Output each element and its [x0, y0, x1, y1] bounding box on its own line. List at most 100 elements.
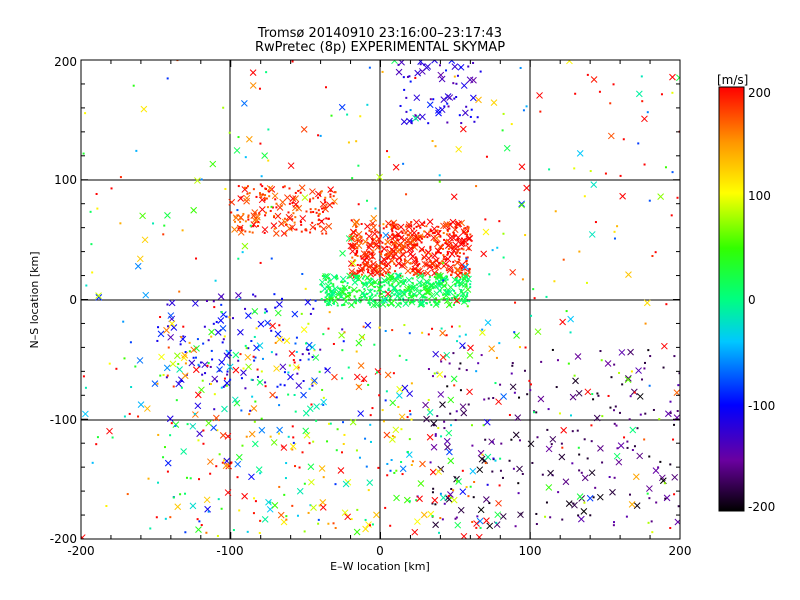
data-point-dot — [448, 362, 451, 365]
data-point-dot — [292, 212, 295, 215]
data-point-dot — [384, 291, 387, 294]
data-point-dot — [404, 232, 407, 235]
data-point-x — [411, 528, 419, 536]
data-point-dot — [324, 367, 327, 370]
data-point-x — [370, 223, 378, 231]
data-point-dot — [590, 440, 593, 443]
data-point-x — [318, 218, 325, 225]
data-point-dot — [439, 289, 442, 292]
data-point-dot — [410, 300, 413, 303]
data-point-dot — [252, 225, 255, 228]
data-point-dot — [463, 268, 466, 271]
data-point-dot — [526, 393, 529, 396]
data-point-dot — [403, 288, 406, 291]
data-point-x — [643, 299, 651, 307]
data-point-x — [158, 353, 165, 361]
data-point-dot — [297, 366, 300, 369]
data-point-dot — [282, 186, 285, 189]
data-point-dot — [259, 183, 262, 186]
data-point-x — [349, 247, 356, 255]
data-point-dot — [429, 228, 432, 231]
data-point-x — [388, 257, 396, 265]
data-point-x — [435, 229, 442, 237]
data-point-dot — [404, 278, 407, 281]
data-point-dot — [469, 286, 472, 289]
data-point-dot — [530, 314, 533, 317]
data-point-x — [392, 276, 400, 284]
data-point-x — [652, 467, 660, 474]
data-point-x — [596, 493, 604, 501]
data-point-x — [258, 206, 266, 213]
data-point-dot — [608, 476, 611, 479]
data-point-dot — [294, 465, 297, 468]
data-point-dot — [502, 256, 505, 259]
data-point-x — [527, 440, 535, 448]
data-point-x — [416, 495, 423, 503]
data-point-dot — [285, 462, 288, 465]
data-point-dot — [576, 429, 579, 432]
data-point-x — [214, 328, 222, 336]
data-point-dot — [384, 263, 387, 266]
data-point-dot — [213, 393, 216, 396]
data-point-dot — [353, 295, 356, 298]
data-point-dot — [258, 192, 261, 195]
data-point-dot — [329, 193, 332, 196]
data-point-x — [466, 235, 474, 242]
data-point-dot — [466, 291, 469, 294]
data-point-dot — [438, 230, 441, 233]
data-point-dot — [417, 224, 420, 227]
data-point-x — [370, 265, 378, 273]
data-point-dot — [389, 524, 392, 527]
data-point-dot — [432, 424, 435, 427]
data-point-dot — [374, 242, 377, 245]
data-point-x — [459, 125, 467, 133]
data-point-dot — [351, 177, 354, 180]
data-point-dot — [446, 253, 449, 256]
data-point-dot — [465, 262, 468, 265]
data-point-x — [443, 351, 451, 359]
data-point-dot — [554, 210, 557, 213]
data-point-dot — [284, 477, 287, 480]
data-point-dot — [589, 514, 592, 517]
data-point-dot — [368, 229, 371, 232]
data-point-dot — [604, 172, 607, 175]
data-point-dot — [382, 291, 385, 294]
data-point-dot — [227, 463, 230, 466]
data-point-dot — [383, 262, 386, 265]
colorbar-label: [m/s] — [717, 73, 748, 87]
data-point-x — [360, 250, 368, 257]
data-point-dot — [458, 325, 461, 328]
data-point-dot — [646, 111, 649, 114]
data-point-dot — [96, 207, 99, 210]
data-point-dot — [415, 260, 418, 263]
data-point-dot — [247, 214, 250, 217]
data-point-dot — [119, 176, 122, 179]
data-point-x — [281, 218, 289, 226]
data-point-dot — [468, 300, 471, 303]
data-point-dot — [282, 338, 285, 341]
data-point-dot — [387, 287, 390, 290]
data-point-x — [517, 511, 524, 519]
data-point-dot — [412, 243, 415, 246]
data-point-dot — [265, 197, 268, 200]
data-point-x — [400, 118, 408, 126]
data-point-dot — [511, 362, 514, 365]
data-point-dot — [287, 435, 290, 438]
data-point-dot — [433, 275, 436, 278]
data-point-dot — [672, 438, 675, 441]
data-point-dot — [228, 316, 231, 319]
data-point-dot — [472, 61, 475, 64]
data-point-x — [565, 500, 573, 507]
data-point-dot — [633, 391, 636, 394]
data-point-dot — [263, 311, 266, 314]
data-point-dot — [434, 503, 437, 506]
data-point-x — [245, 312, 252, 320]
data-point-dot — [641, 100, 644, 103]
data-point-x — [166, 415, 174, 423]
data-point-dot — [246, 185, 249, 188]
data-point-dot — [228, 131, 231, 134]
data-point-dot — [155, 516, 158, 519]
data-point-dot — [431, 491, 434, 494]
data-point-dot — [293, 221, 296, 224]
data-point-x — [435, 273, 442, 281]
